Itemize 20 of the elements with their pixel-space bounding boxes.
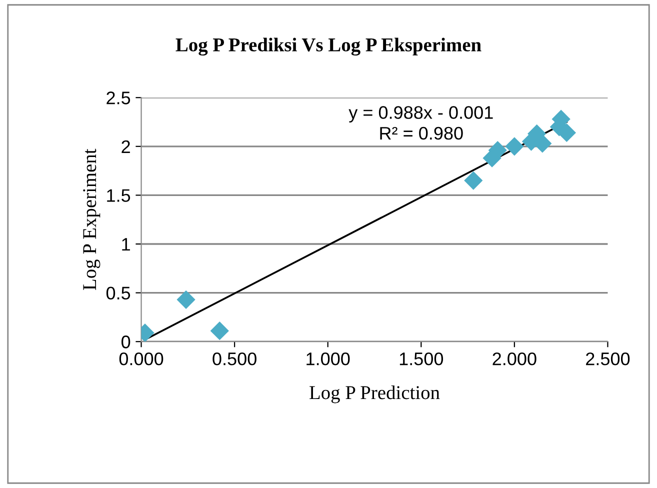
x-tick-label: 0.000 [119,352,164,366]
point [464,171,483,190]
x-axis-title: Log P Prediction [310,386,440,404]
y-axis-title: Log P Experiment [83,148,100,290]
x-tick-label: 1.500 [400,352,444,366]
x-tick-label: 1.000 [306,352,350,366]
x-tick-label: 2.500 [586,352,630,366]
y-tick-label: 2.5 [106,92,130,104]
chart-title: Log P Prediksi Vs Log P Eksperimen [176,38,482,56]
annotation: y = 0.988x - 0.001 R² = 0.980 [348,106,493,140]
y-tick-label: 0.5 [106,286,130,300]
y-tick-label: 1.5 [107,189,130,202]
point [210,322,229,340]
point [176,290,196,309]
x-tick-label: 2.000 [492,352,536,366]
y-tick-label: 1 [122,238,130,251]
point [505,137,524,156]
y-tick-label: 2 [122,140,130,153]
y-tick-label: 0 [122,336,130,348]
x-tick-label: 0.500 [212,352,256,366]
